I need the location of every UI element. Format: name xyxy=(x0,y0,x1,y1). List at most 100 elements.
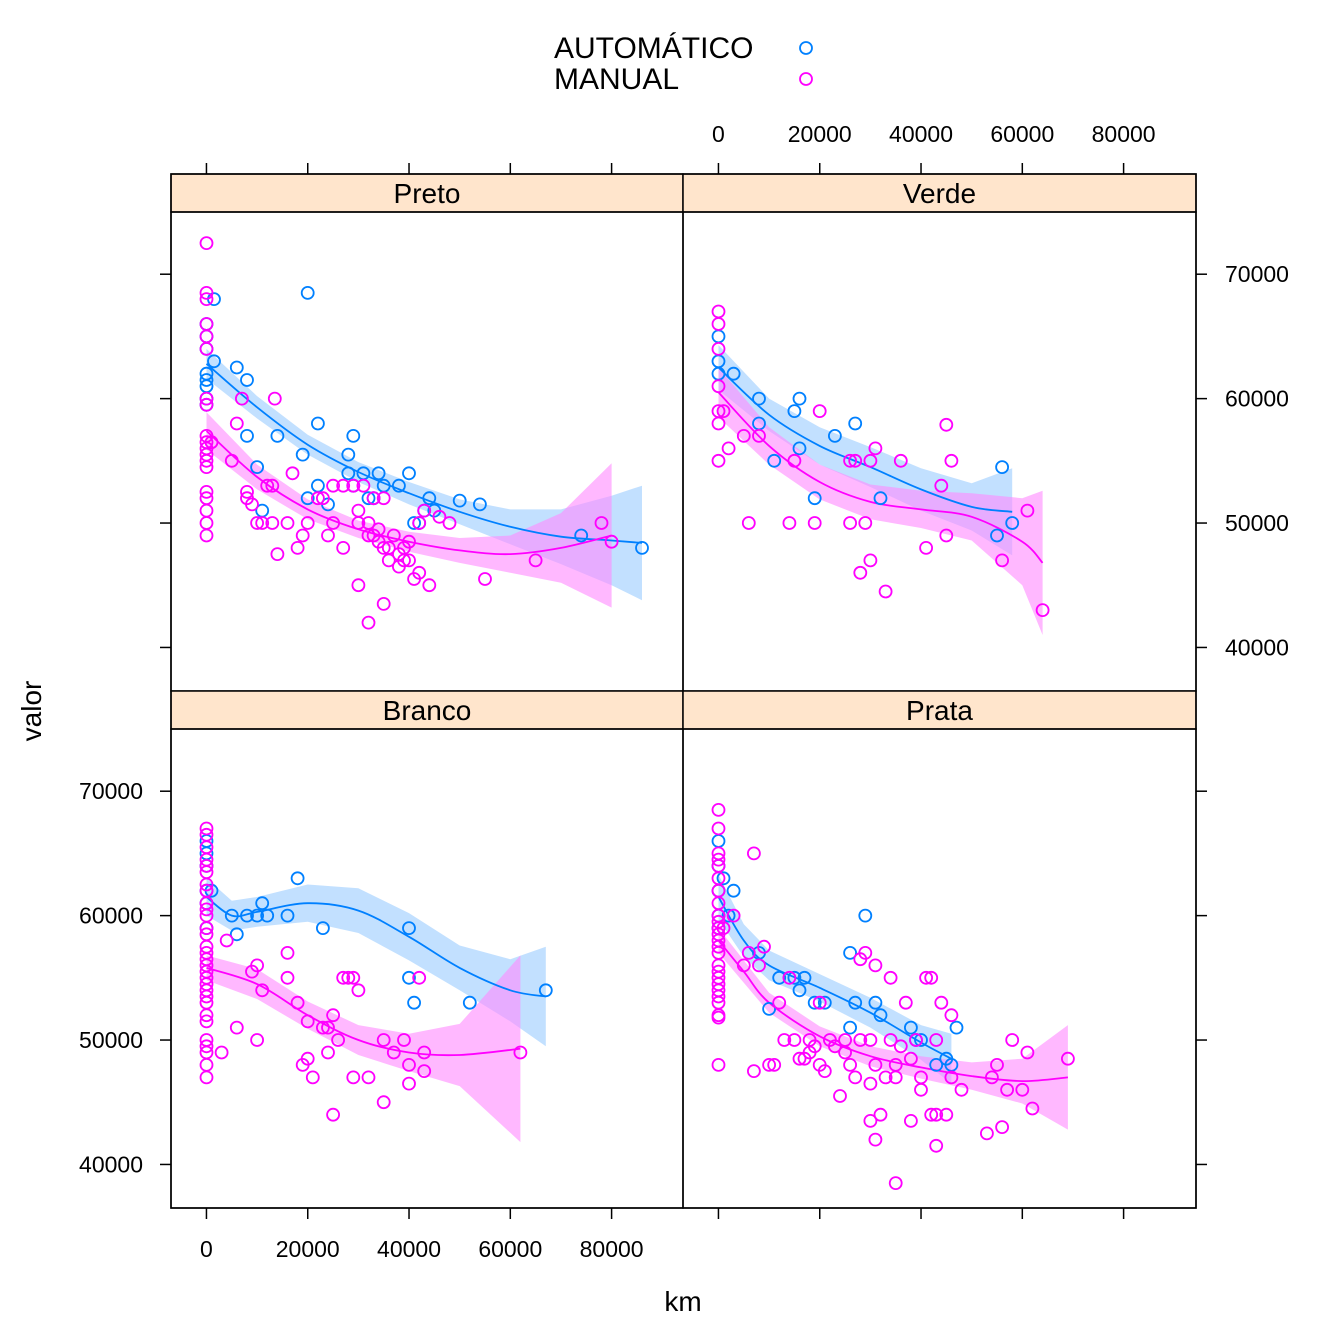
point-automatico xyxy=(260,908,275,923)
point-manual xyxy=(944,1070,959,1085)
point-automatico xyxy=(229,927,244,942)
point-automatico xyxy=(711,329,726,344)
point-manual xyxy=(290,995,305,1010)
point-manual xyxy=(240,484,254,499)
point-automatico xyxy=(207,354,221,369)
point-automatico xyxy=(995,460,1009,475)
point-manual xyxy=(873,1107,888,1122)
legend-label: MANUAL xyxy=(554,63,679,96)
point-automatico xyxy=(310,478,325,493)
point-manual xyxy=(267,391,282,406)
point-manual xyxy=(807,1039,822,1054)
point-manual xyxy=(939,528,954,543)
y-tick-label: 50000 xyxy=(1225,510,1289,536)
point-manual xyxy=(929,1033,944,1047)
point-manual xyxy=(747,846,761,861)
point-manual xyxy=(939,1107,954,1122)
confidence-band-manual xyxy=(718,928,1068,1130)
point-manual xyxy=(528,553,543,568)
point-manual xyxy=(214,1045,229,1060)
point-manual xyxy=(346,478,361,493)
point-manual xyxy=(858,516,873,530)
point-manual xyxy=(736,428,751,443)
panel-preto: Preto xyxy=(170,173,684,692)
strip-preto xyxy=(170,173,684,213)
strip-label-prata: Prata xyxy=(906,695,973,726)
confidence-band-automatico xyxy=(718,874,952,1084)
point-automatico xyxy=(711,834,726,848)
point-manual xyxy=(199,397,214,412)
point-automatico xyxy=(402,466,416,481)
strip-label-preto: Preto xyxy=(394,178,461,209)
point-manual xyxy=(376,541,391,555)
point-manual xyxy=(954,1082,969,1097)
point-automatico xyxy=(792,441,807,456)
point-manual xyxy=(224,453,239,468)
point-manual xyxy=(336,541,351,555)
point-automatico xyxy=(315,921,330,935)
point-manual xyxy=(356,478,371,493)
point-manual xyxy=(711,821,726,836)
point-manual xyxy=(843,1058,857,1072)
point-manual xyxy=(843,516,857,530)
point-manual xyxy=(777,1033,792,1047)
point-manual xyxy=(417,1045,432,1060)
point-manual xyxy=(199,453,214,468)
point-automatico xyxy=(240,373,254,387)
point-automatico xyxy=(452,493,467,508)
point-manual xyxy=(1005,1033,1020,1047)
point-manual xyxy=(711,416,726,431)
point-manual xyxy=(412,970,427,985)
point-automatico xyxy=(341,447,356,462)
point-manual xyxy=(838,1045,852,1060)
x-tick-label: 80000 xyxy=(1092,121,1156,147)
point-manual xyxy=(199,317,214,331)
point-manual xyxy=(199,516,214,530)
point-manual xyxy=(883,970,898,985)
point-manual xyxy=(199,902,214,917)
point-manual xyxy=(711,341,726,356)
point-automatico xyxy=(538,983,553,998)
point-manual xyxy=(199,236,214,251)
point-manual xyxy=(199,1014,214,1029)
point-manual xyxy=(336,970,351,985)
point-manual xyxy=(833,1089,847,1103)
point-manual xyxy=(199,292,214,307)
point-manual xyxy=(863,1033,878,1047)
point-manual xyxy=(199,877,214,892)
point-manual xyxy=(853,1033,868,1047)
point-automatico xyxy=(787,970,802,985)
point-manual xyxy=(280,946,295,960)
point-automatico xyxy=(270,428,285,443)
x-tick-label: 40000 xyxy=(889,121,953,147)
point-manual xyxy=(924,1107,939,1122)
point-manual xyxy=(817,1064,832,1078)
point-automatico xyxy=(949,1020,964,1035)
point-manual xyxy=(929,1138,944,1153)
point-manual xyxy=(1025,1101,1040,1116)
strip-prata xyxy=(682,690,1197,730)
point-manual xyxy=(868,1132,883,1147)
point-automatico xyxy=(300,285,315,300)
point-manual xyxy=(863,453,878,468)
point-manual xyxy=(280,516,295,530)
legend-key xyxy=(799,41,813,55)
outer-border xyxy=(170,173,1197,1209)
point-automatico xyxy=(929,1058,944,1072)
point-manual xyxy=(250,1033,265,1047)
point-manual xyxy=(300,516,315,530)
top-x-axis: 0 20000 40000 60000 80000 xyxy=(205,121,1156,174)
y-tick-label: 60000 xyxy=(1225,386,1289,412)
point-manual xyxy=(250,516,265,530)
point-manual xyxy=(300,1014,315,1029)
point-manual xyxy=(711,939,726,954)
point-manual xyxy=(752,428,766,443)
point-automatico xyxy=(240,428,254,443)
point-automatico xyxy=(199,373,214,387)
point-manual xyxy=(199,329,214,344)
point-manual xyxy=(199,528,214,543)
point-manual xyxy=(402,1076,416,1091)
point-manual xyxy=(376,1033,391,1047)
point-manual xyxy=(888,1070,903,1085)
point-manual xyxy=(204,435,219,450)
